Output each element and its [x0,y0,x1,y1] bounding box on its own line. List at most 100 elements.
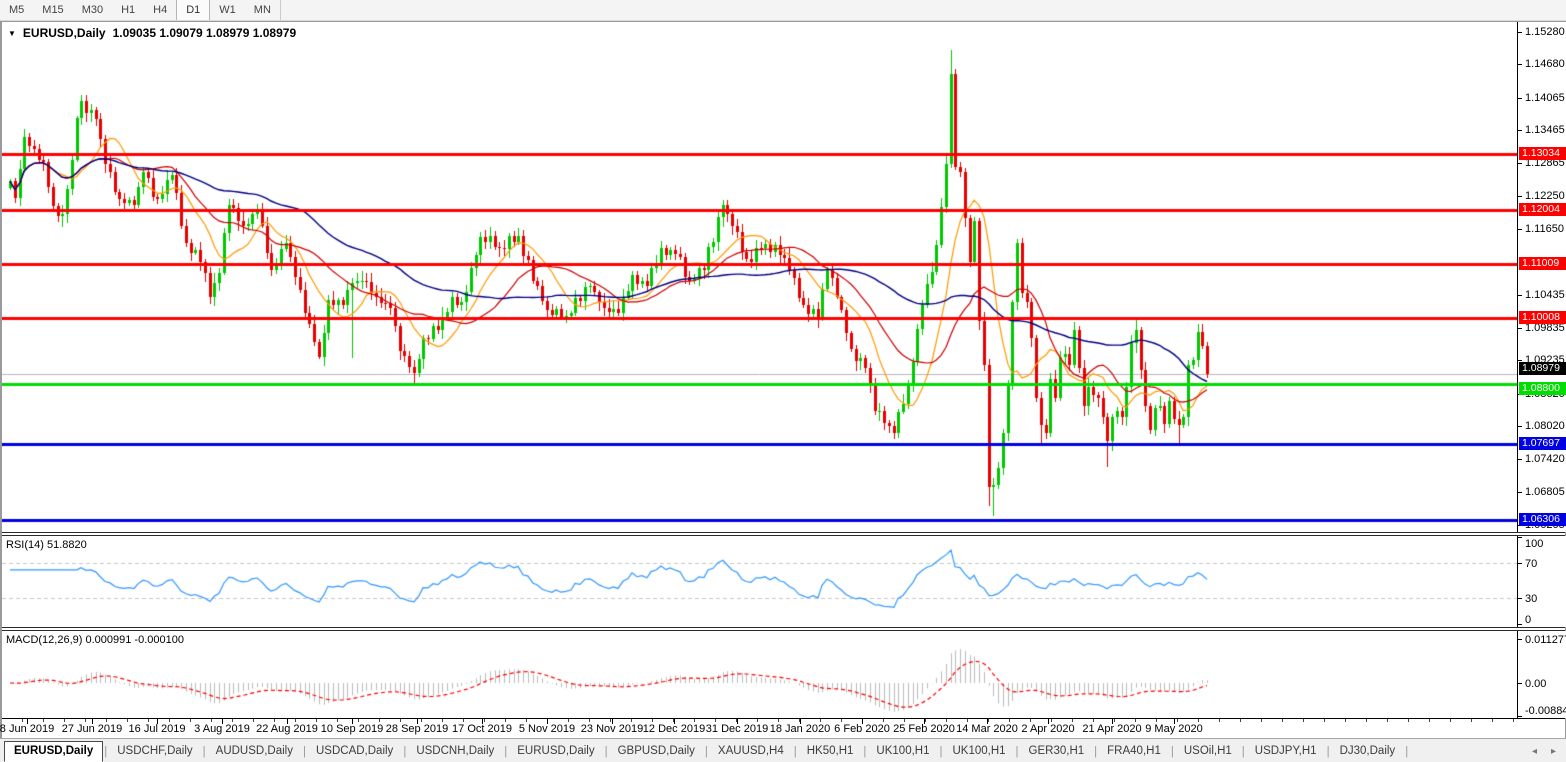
date-tick-label: 25 Feb 2020 [893,723,955,735]
chart-tab-xauusd-h4[interactable]: XAUUSD,H4 [717,745,784,757]
date-tick-label: 8 Jun 2019 [0,723,55,735]
price-tick-label: 1.07420 [1525,453,1565,465]
price-axis: 1.15280 1.14680 1.14065 1.13465 1.12865 1.122… [1517,22,1566,532]
date-tick-label: 10 Sep 2019 [320,723,384,735]
chart-tab-usdjpy-h1[interactable]: USDJPY,H1 [1254,745,1317,757]
price-tick-label: 1.06805 [1525,486,1565,498]
timeframe-button-h1[interactable]: H1 [112,0,144,20]
price-tick-mark [1518,64,1522,65]
timeframe-button-w1[interactable]: W1 [210,0,245,20]
level-price-badge: 1.13034 [1519,147,1566,160]
timeframe-button-m5[interactable]: M5 [0,0,33,20]
rsi-canvas[interactable] [2,536,1517,627]
chart-tab-fra40-h1[interactable]: FRA40,H1 [1107,745,1161,757]
tab-separator: | [104,745,108,758]
price-tick-label: 1.12865 [1525,157,1565,169]
chart-symbol-period: EURUSD,Daily [22,26,106,40]
date-tick-label: 12 Dec 2019 [642,723,706,735]
price-tick-mark [1518,328,1522,329]
chart-tab-audusd-daily[interactable]: AUDUSD,Daily [215,745,293,757]
tab-separator: | [704,745,708,758]
pane-divider[interactable] [2,532,1565,536]
date-tick-mark [547,719,548,724]
price-tick-mark [1518,426,1522,427]
date-axis: 8 Jun 2019 27 Jun 2019 16 Jul 2019 3 Aug 20… [0,718,1565,738]
chart-tab-dj30-daily[interactable]: DJ30,Daily [1339,745,1396,757]
date-tick-mark [674,719,675,724]
level-price-badge: 1.11009 [1519,257,1566,270]
chart-window: ▼ EURUSD,Daily 1.09035 1.09079 1.08979 1… [0,21,1566,738]
macd-tick-label: 0.011277 [1525,634,1566,646]
chart-tab-usdcad-daily[interactable]: USDCAD,Daily [315,745,394,757]
timeframe-button-m30[interactable]: M30 [73,0,112,20]
price-tick-label: 1.08020 [1525,420,1565,432]
rsi-tick-label: 100 [1525,538,1544,550]
level-price-badge: 1.12004 [1519,203,1566,216]
date-tick-mark [862,719,863,724]
chart-tab-eurusd-daily[interactable]: EURUSD,Daily [4,740,104,762]
timeframe-button-d1[interactable]: D1 [176,0,211,20]
tab-separator: | [202,745,206,758]
tabbar-scroll-left-icon[interactable]: ◂ [1531,746,1537,757]
timeframe-button-h4[interactable]: H4 [144,0,176,20]
chart-tab-eurusd-daily[interactable]: EURUSD,Daily [517,745,595,757]
tab-separator: | [604,745,608,758]
price-tick-mark [1518,459,1522,460]
date-tick-label: 6 Feb 2020 [834,723,890,735]
main-chart-pane: ▼ EURUSD,Daily 1.09035 1.09079 1.08979 1… [2,22,1566,532]
chart-tab-usdchf-daily[interactable]: USDCHF,Daily [117,745,193,757]
date-tick-mark [1048,719,1049,724]
date-tick-mark [1174,719,1175,724]
date-tick-label: 17 Oct 2019 [452,723,512,735]
timeframe-toolbar: M5 M15 M30 H1 H4 D1 W1 MN [0,0,1566,21]
timeframe-button-mn[interactable]: MN [245,0,280,20]
level-price-badge: 1.06306 [1519,513,1566,526]
chart-tab-uk100-h1[interactable]: UK100,H1 [876,745,930,757]
date-tick-label: 3 Aug 2019 [194,723,250,735]
tab-separator: | [863,745,867,758]
date-tick-mark [924,719,925,724]
price-tick-mark [1518,492,1522,493]
price-tick-label: 1.11650 [1525,223,1564,235]
price-tick-label: 1.13465 [1525,124,1565,136]
price-tick-mark [1518,295,1522,296]
price-tick-mark [1518,130,1522,131]
rsi-tick-mark [1518,537,1522,538]
chart-tab-ger30-h1[interactable]: GER30,H1 [1028,745,1085,757]
date-tick-mark [417,719,418,724]
date-tick-mark [352,719,353,724]
date-tick-label: 18 Jan 2020 [769,723,831,735]
symbol-marker-icon: ▼ [8,28,16,38]
date-tick-label: 23 Nov 2019 [580,723,644,735]
date-tick-label: 2 Apr 2020 [1021,723,1075,735]
rsi-tick-mark [1518,624,1522,625]
price-tick-label: 1.09835 [1525,322,1565,334]
macd-canvas[interactable] [2,631,1517,718]
pane-divider[interactable] [2,627,1565,631]
macd-axis: 0.011277 0.00 -0.008845 [1517,631,1566,718]
macd-tick-label: -0.008845 [1525,705,1566,717]
date-tick-label: 5 Nov 2019 [518,723,576,735]
date-tick-mark [612,719,613,724]
chart-tab-uk100-h1[interactable]: UK100,H1 [952,745,1006,757]
macd-label: MACD(12,26,9) 0.000991 -0.000100 [6,634,184,646]
chart-tab-usoil-h1[interactable]: USOil,H1 [1183,745,1232,757]
chart-tabbar: EURUSD,Daily | USDCHF,Daily | AUDUSD,Daily | U… [0,738,1566,762]
main-chart-canvas[interactable] [2,22,1517,532]
price-tick-label: 1.10435 [1525,289,1565,301]
date-tick-mark [287,719,288,724]
timeframe-button-m15[interactable]: M15 [33,0,72,20]
chart-tab-usdcnh-daily[interactable]: USDCNH,Daily [416,745,495,757]
tab-separator: | [1241,745,1245,758]
price-tick-label: 1.12250 [1525,190,1565,202]
chart-tab-gbpusd-daily[interactable]: GBPUSD,Daily [617,745,695,757]
date-tick-mark [987,719,988,724]
date-tick-label: 28 Sep 2019 [385,723,449,735]
date-tick-label: 21 Apr 2020 [1082,723,1142,735]
tabbar-scroll-right-icon[interactable]: ▸ [1550,746,1556,757]
chart-tab-hk50-h1[interactable]: HK50,H1 [806,745,854,757]
rsi-tick-label: 0 [1525,614,1532,626]
date-tick-mark [157,719,158,724]
tab-separator: | [1094,745,1098,758]
rsi-tick-mark [1518,563,1522,564]
